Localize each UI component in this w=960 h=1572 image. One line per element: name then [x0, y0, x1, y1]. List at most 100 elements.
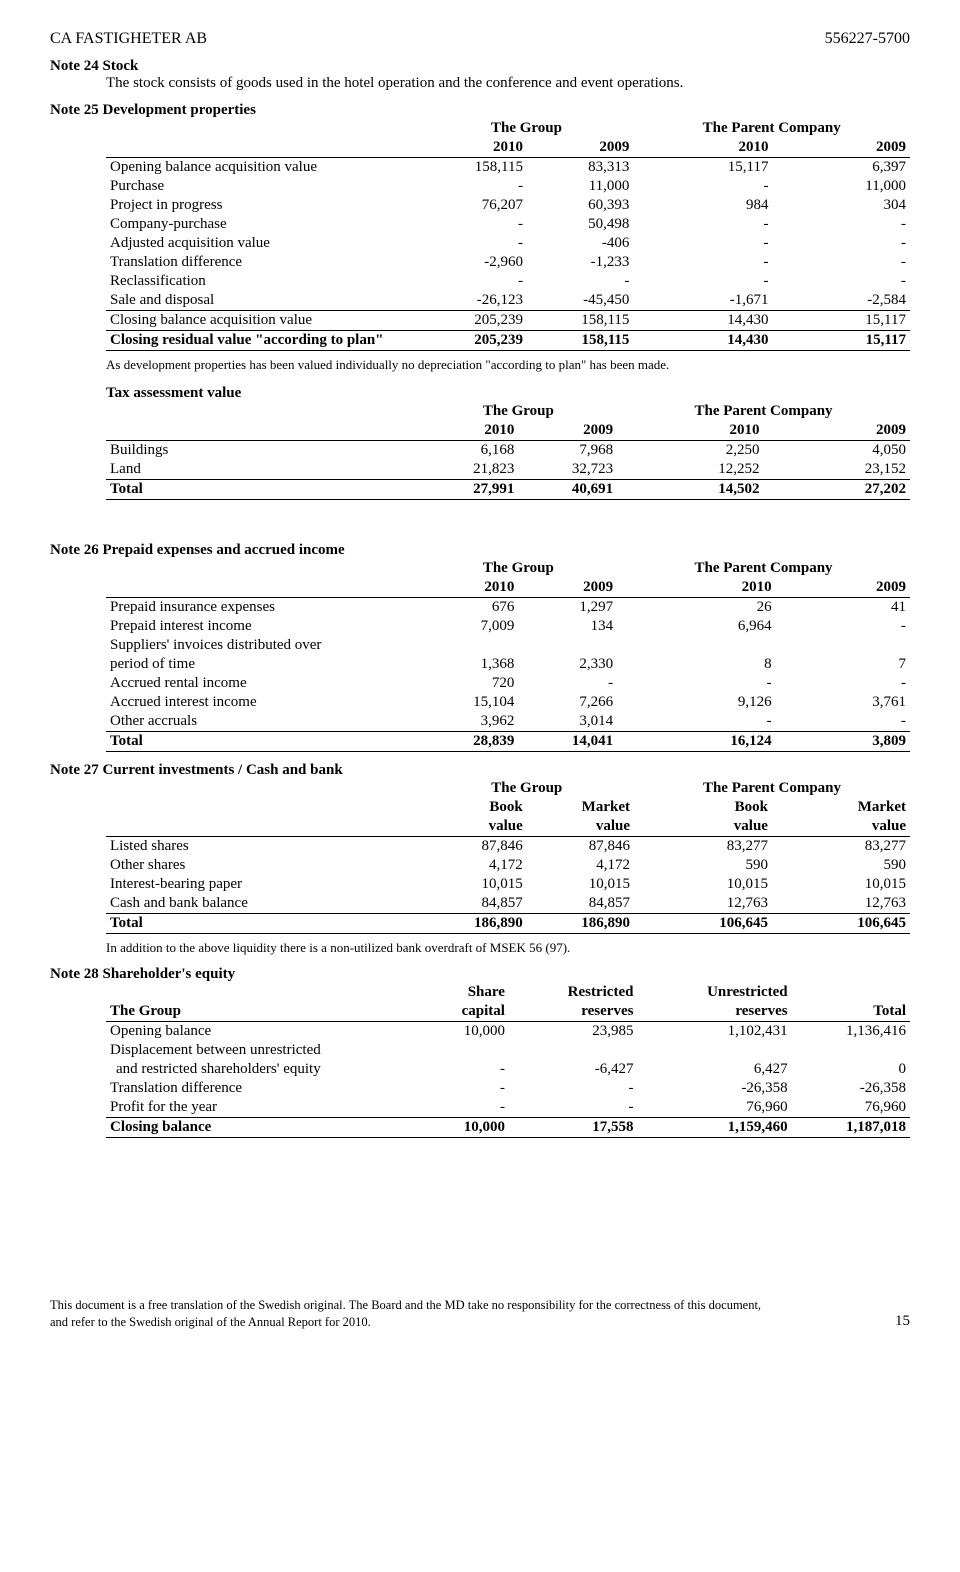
footer-line1: This document is a free translation of t… — [50, 1298, 910, 1313]
row-label: Closing residual value "according to pla… — [106, 331, 420, 351]
group-header: The Group — [420, 119, 634, 138]
row-value: - — [633, 215, 772, 234]
row-value — [509, 1041, 638, 1060]
row-value: - — [509, 1098, 638, 1118]
row-label: Displacement between unrestricted — [106, 1041, 420, 1060]
row-value: 11,000 — [772, 177, 910, 196]
row-value: - — [509, 1079, 638, 1098]
row-value: 14,041 — [518, 732, 617, 752]
parent-header: The Parent Company — [633, 119, 910, 138]
row-value: 3,962 — [420, 712, 519, 732]
row-value: 40,691 — [518, 480, 617, 500]
note26-title: Note 26 Prepaid expenses and accrued inc… — [50, 542, 910, 559]
note28-title: Note 28 Shareholder's equity — [50, 966, 910, 983]
table-row: Other shares4,1724,172590590 — [106, 856, 910, 875]
row-value: 28,839 — [420, 732, 519, 752]
row-value: 21,823 — [420, 460, 519, 480]
row-value: 23,985 — [509, 1022, 638, 1042]
row-label: Cash and bank balance — [106, 894, 420, 914]
row-label: Other shares — [106, 856, 420, 875]
row-value: 76,960 — [792, 1098, 910, 1118]
row-value: 14,430 — [633, 311, 772, 331]
row-value: 23,152 — [764, 460, 910, 480]
row-value: - — [420, 177, 527, 196]
row-label: Opening balance acquisition value — [106, 158, 420, 178]
row-value: 14,430 — [633, 331, 772, 351]
table-row: Buildings6,1687,9682,2504,050 — [106, 441, 910, 461]
row-value: 16,124 — [617, 732, 776, 752]
row-label: period of time — [106, 655, 420, 674]
table-row: Land21,82332,72312,25223,152 — [106, 460, 910, 480]
row-value: 12,763 — [634, 894, 772, 914]
row-value: - — [776, 617, 910, 636]
row-label: and restricted shareholders' equity — [106, 1060, 420, 1079]
row-value: 1,187,018 — [792, 1118, 910, 1138]
footer: This document is a free translation of t… — [50, 1298, 910, 1330]
row-value: 10,015 — [634, 875, 772, 894]
row-label: Total — [106, 914, 420, 934]
tax-title: Tax assessment value — [106, 385, 910, 402]
row-value: 6,964 — [617, 617, 776, 636]
row-label: Opening balance — [106, 1022, 420, 1042]
row-value: 186,890 — [527, 914, 634, 934]
row-label: Total — [106, 732, 420, 752]
row-value: 1,368 — [420, 655, 519, 674]
row-value: 76,960 — [637, 1098, 791, 1118]
company-name: CA FASTIGHETER AB — [50, 30, 207, 48]
table-row: Company-purchase-50,498-- — [106, 215, 910, 234]
row-value: -1,233 — [527, 253, 633, 272]
row-label: Prepaid interest income — [106, 617, 420, 636]
table-row: Reclassification---- — [106, 272, 910, 291]
row-value: 87,846 — [420, 837, 527, 857]
row-value: -26,358 — [792, 1079, 910, 1098]
row-value — [420, 1041, 509, 1060]
row-label: Listed shares — [106, 837, 420, 857]
row-value: 10,015 — [772, 875, 910, 894]
row-value: 11,000 — [527, 177, 633, 196]
table-row: Closing residual value "according to pla… — [106, 331, 910, 351]
note26-table: The Group The Parent Company 2010 2009 2… — [106, 559, 910, 752]
row-value: -45,450 — [527, 291, 633, 311]
row-value: 4,050 — [764, 441, 910, 461]
row-value: 158,115 — [420, 158, 527, 178]
row-value: - — [772, 253, 910, 272]
row-value: - — [617, 674, 776, 693]
row-value: 3,014 — [518, 712, 617, 732]
footer-line2: and refer to the Swedish original of the… — [50, 1315, 371, 1330]
table-row: Listed shares87,84687,84683,27783,277 — [106, 837, 910, 857]
row-value: 106,645 — [634, 914, 772, 934]
row-value: 2,250 — [617, 441, 763, 461]
note25-title: Note 25 Development properties — [50, 102, 910, 119]
row-value: 27,202 — [764, 480, 910, 500]
page-number: 15 — [895, 1313, 910, 1330]
row-value: 7,009 — [420, 617, 519, 636]
row-value: 26 — [617, 598, 776, 618]
table-row: Sale and disposal-26,123-45,450-1,671-2,… — [106, 291, 910, 311]
row-value: 8 — [617, 655, 776, 674]
row-value: -2,584 — [772, 291, 910, 311]
table-row: Suppliers' invoices distributed over — [106, 636, 910, 655]
table-row: Closing balance acquisition value205,239… — [106, 311, 910, 331]
row-value: 590 — [634, 856, 772, 875]
table-row: Profit for the year--76,96076,960 — [106, 1098, 910, 1118]
row-value: 84,857 — [527, 894, 634, 914]
table-row: period of time1,3682,33087 — [106, 655, 910, 674]
row-value: 15,117 — [772, 331, 910, 351]
table-row: Total28,83914,04116,1243,809 — [106, 732, 910, 752]
row-value: - — [633, 177, 772, 196]
row-value: 590 — [772, 856, 910, 875]
table-row: Total186,890186,890106,645106,645 — [106, 914, 910, 934]
row-value: 2,330 — [518, 655, 617, 674]
row-value: - — [420, 1079, 509, 1098]
table-row: Prepaid interest income7,0091346,964- — [106, 617, 910, 636]
note27-title: Note 27 Current investments / Cash and b… — [50, 762, 910, 779]
row-value — [776, 636, 910, 655]
note25-tax-table: The Group The Parent Company 2010 2009 2… — [106, 402, 910, 500]
row-value: 158,115 — [527, 331, 633, 351]
row-value — [518, 636, 617, 655]
note25-table: The Group The Parent Company 2010 2009 2… — [106, 119, 910, 351]
row-value: 83,277 — [634, 837, 772, 857]
table-row: Other accruals3,9623,014-- — [106, 712, 910, 732]
row-value: 3,761 — [776, 693, 910, 712]
row-label: Closing balance acquisition value — [106, 311, 420, 331]
